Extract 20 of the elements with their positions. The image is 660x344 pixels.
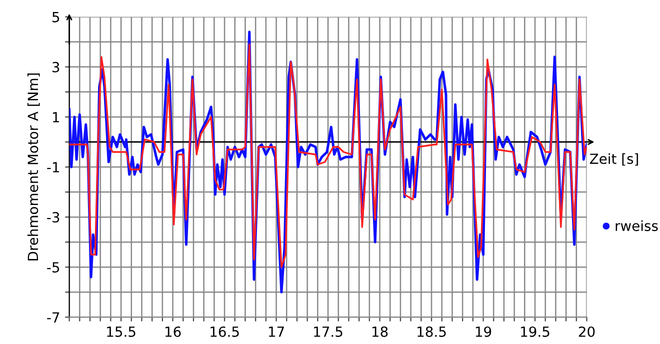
x-tick-label: 18	[372, 326, 388, 337]
x-tick-label: 19.5	[521, 326, 550, 337]
x-tick-label: 17	[268, 326, 284, 337]
legend-label: rweiss	[616, 220, 658, 232]
x-tick-label: 16.5	[210, 326, 239, 337]
y-tick-label: -5	[47, 262, 60, 273]
y-tick-label: 1	[52, 112, 59, 122]
x-tick-label: 20	[578, 326, 595, 337]
x-tick-label: 16	[165, 326, 181, 337]
y-axis-title: Drehmoment Motor A [Nm]	[27, 73, 40, 260]
y-tick-label: -7	[47, 312, 60, 322]
x-tick-label: 18.5	[418, 326, 446, 337]
x-axis-title: Zeit [s]	[590, 153, 638, 166]
y-tick-label: -3	[47, 212, 60, 223]
y-tick-label: 5	[52, 12, 60, 22]
x-tick-label: 17.5	[314, 326, 342, 337]
y-tick-label: -1	[47, 162, 59, 172]
y-tick-label: 3	[52, 62, 60, 72]
x-tick-label: 15.5	[107, 326, 136, 337]
x-tick-label: 19	[476, 326, 492, 337]
